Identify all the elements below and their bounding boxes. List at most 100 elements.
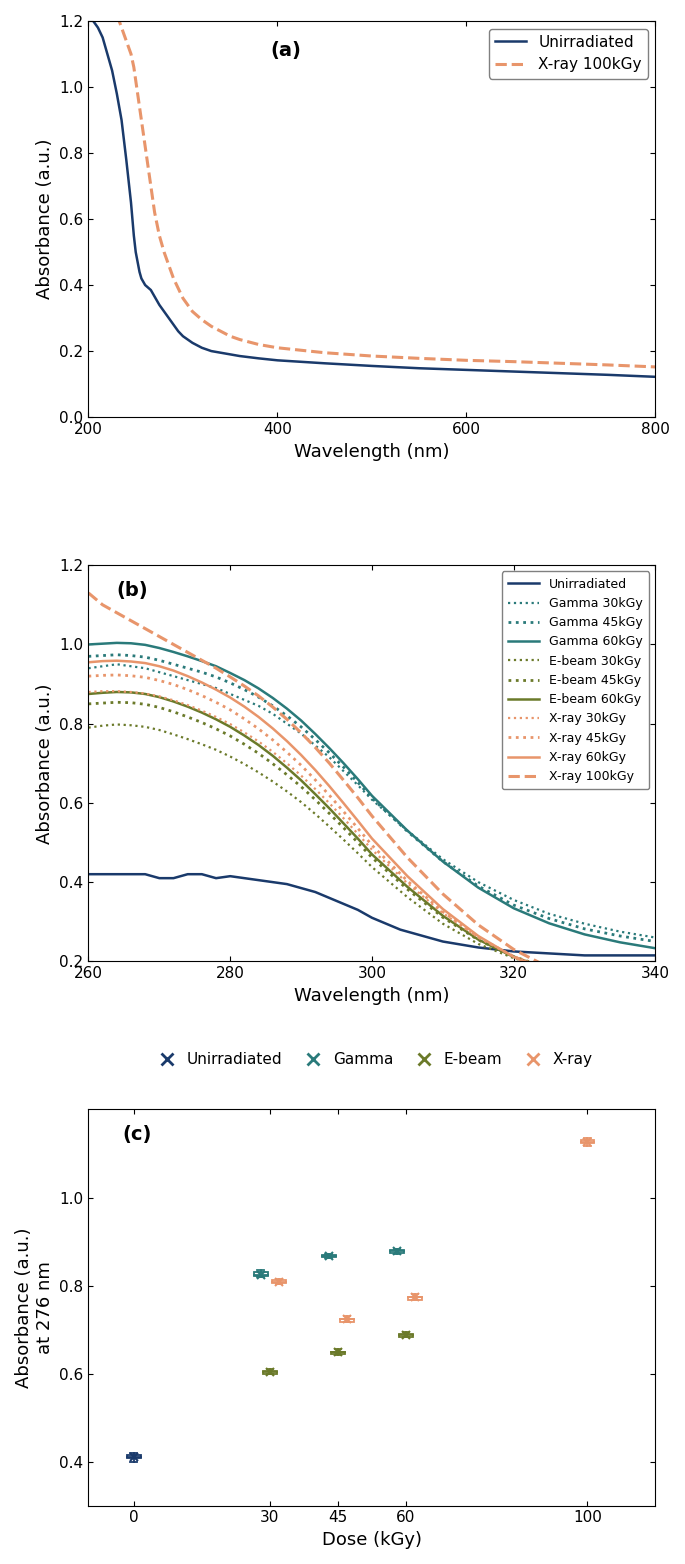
Gamma 30kGy xyxy=(510,890,518,909)
X-ray 100kGy xyxy=(151,203,159,222)
X-ray 45kGy xyxy=(616,978,624,996)
E-beam 60kGy xyxy=(113,682,121,701)
Unirradiated xyxy=(127,865,135,884)
X-ray 45kGy xyxy=(269,730,277,749)
E-beam 45kGy xyxy=(240,735,249,754)
Bar xyxy=(331,1351,345,1354)
X-ray 45kGy xyxy=(155,671,164,690)
X-ray 100kGy xyxy=(137,111,145,130)
X-ray 60kGy xyxy=(99,652,107,671)
Gamma 30kGy xyxy=(545,904,553,923)
Gamma 45kGy xyxy=(113,646,121,665)
Line: X-ray 100kGy: X-ray 100kGy xyxy=(117,14,656,368)
Gamma 60kGy xyxy=(651,938,660,957)
Unirradiated xyxy=(212,868,220,887)
Bar xyxy=(272,1281,286,1282)
E-beam 60kGy xyxy=(340,815,348,834)
Unirradiated xyxy=(297,879,306,898)
Bar xyxy=(127,1455,140,1458)
E-beam 30kGy xyxy=(198,735,206,754)
X-ray 45kGy xyxy=(651,982,660,1001)
Line: Gamma 30kGy: Gamma 30kGy xyxy=(88,665,656,937)
E-beam 60kGy xyxy=(198,704,206,723)
E-beam 30kGy xyxy=(340,830,348,849)
Unirradiated xyxy=(169,868,177,887)
Unirradiated xyxy=(129,227,138,246)
E-beam 45kGy xyxy=(651,978,660,996)
E-beam 60kGy xyxy=(510,948,518,967)
Line: Unirradiated: Unirradiated xyxy=(88,874,656,956)
Gamma 30kGy xyxy=(212,679,220,698)
X-ray 45kGy xyxy=(254,719,262,738)
Unirradiated xyxy=(147,280,155,299)
X-ray 30kGy xyxy=(340,809,348,827)
Text: (c): (c) xyxy=(123,1126,152,1145)
X-ray 60kGy xyxy=(474,926,482,945)
X-ray 60kGy xyxy=(580,973,588,992)
E-beam 45kGy xyxy=(127,693,135,712)
Gamma 30kGy xyxy=(240,691,249,710)
X-ray 100kGy xyxy=(474,915,482,934)
X-ray 45kGy xyxy=(198,687,206,705)
Unirradiated xyxy=(616,946,624,965)
E-beam 60kGy xyxy=(212,710,220,729)
Unirradiated xyxy=(368,909,376,927)
E-beam 60kGy xyxy=(269,746,277,765)
X-ray 100kGy xyxy=(439,885,447,904)
X-ray 45kGy xyxy=(226,701,234,719)
Unirradiated xyxy=(132,242,140,261)
E-beam 30kGy xyxy=(545,959,553,978)
Gamma 60kGy xyxy=(127,633,135,652)
X-ray 30kGy xyxy=(212,707,220,726)
E-beam 45kGy xyxy=(113,693,121,712)
X-ray 60kGy xyxy=(269,719,277,738)
Unirradiated xyxy=(216,344,225,363)
X-ray 45kGy xyxy=(403,871,412,890)
X-ray 100kGy xyxy=(616,979,624,998)
X-ray 100kGy xyxy=(311,738,319,757)
E-beam 60kGy xyxy=(368,845,376,863)
X-ray 100kGy xyxy=(226,327,234,346)
Unirradiated xyxy=(139,272,147,291)
Unirradiated xyxy=(557,364,565,383)
Unirradiated xyxy=(188,333,197,352)
Line: E-beam 45kGy: E-beam 45kGy xyxy=(88,702,656,987)
Unirradiated xyxy=(325,888,334,907)
X-ray 60kGy xyxy=(353,812,362,830)
Gamma 30kGy xyxy=(254,696,262,715)
Unirradiated xyxy=(240,868,249,887)
X-ray 100kGy xyxy=(340,771,348,790)
X-ray 30kGy xyxy=(616,976,624,995)
X-ray 100kGy xyxy=(557,353,565,372)
E-beam 45kGy xyxy=(403,881,412,899)
X-ray 45kGy xyxy=(212,693,220,712)
X-ray 30kGy xyxy=(169,691,177,710)
X-ray 60kGy xyxy=(184,666,192,685)
Unirradiated xyxy=(651,368,660,386)
Y-axis label: Absorbance (a.u.): Absorbance (a.u.) xyxy=(36,139,54,299)
X-ray 100kGy xyxy=(129,58,138,77)
X-ray 100kGy xyxy=(545,959,553,978)
Gamma 45kGy xyxy=(254,688,262,707)
E-beam 45kGy xyxy=(510,948,518,967)
Gamma 60kGy xyxy=(84,635,92,654)
E-beam 30kGy xyxy=(184,730,192,749)
X-ray 100kGy xyxy=(134,84,142,103)
X-ray 100kGy xyxy=(147,177,155,196)
X-ray 45kGy xyxy=(113,666,121,685)
X-ray 45kGy xyxy=(127,666,135,685)
X-ray 60kGy xyxy=(169,662,177,680)
Gamma 45kGy xyxy=(510,896,518,915)
E-beam 30kGy xyxy=(368,857,376,876)
E-beam 45kGy xyxy=(254,744,262,763)
Gamma 45kGy xyxy=(212,668,220,687)
Gamma 45kGy xyxy=(616,926,624,945)
Gamma 30kGy xyxy=(474,873,482,891)
X-ray 30kGy xyxy=(297,766,306,785)
X-ray 100kGy xyxy=(325,754,334,773)
X-ray 45kGy xyxy=(510,948,518,967)
E-beam 60kGy xyxy=(155,688,164,707)
Gamma 30kGy xyxy=(340,762,348,780)
E-beam 60kGy xyxy=(580,968,588,987)
X-ray 30kGy xyxy=(580,970,588,988)
